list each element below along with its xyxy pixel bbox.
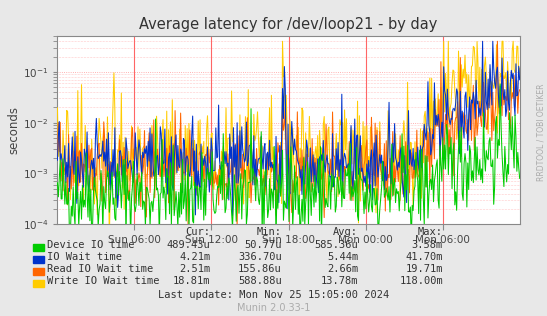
Text: RRDTOOL / TOBI OETIKER: RRDTOOL / TOBI OETIKER: [537, 84, 546, 181]
Text: 18.81m: 18.81m: [173, 276, 211, 286]
Text: Last update: Mon Nov 25 15:05:00 2024: Last update: Mon Nov 25 15:05:00 2024: [158, 290, 389, 300]
Text: Write IO Wait time: Write IO Wait time: [47, 276, 160, 286]
Text: 41.70m: 41.70m: [405, 252, 443, 262]
Text: 4.21m: 4.21m: [179, 252, 211, 262]
Text: 2.51m: 2.51m: [179, 264, 211, 274]
Y-axis label: seconds: seconds: [7, 106, 20, 154]
Text: Cur:: Cur:: [185, 228, 211, 237]
Text: 588.88u: 588.88u: [238, 276, 282, 286]
Text: 336.70u: 336.70u: [238, 252, 282, 262]
Text: 155.86u: 155.86u: [238, 264, 282, 274]
Text: 2.66m: 2.66m: [327, 264, 358, 274]
Text: 13.78m: 13.78m: [321, 276, 358, 286]
Text: IO Wait time: IO Wait time: [47, 252, 122, 262]
Text: 585.36u: 585.36u: [315, 240, 358, 250]
Text: 19.71m: 19.71m: [405, 264, 443, 274]
Text: Munin 2.0.33-1: Munin 2.0.33-1: [237, 303, 310, 313]
Text: 5.44m: 5.44m: [327, 252, 358, 262]
Text: 118.00m: 118.00m: [399, 276, 443, 286]
Text: Max:: Max:: [418, 228, 443, 237]
Text: Device IO time: Device IO time: [47, 240, 135, 250]
Text: 489.43u: 489.43u: [167, 240, 211, 250]
Text: 3.58m: 3.58m: [412, 240, 443, 250]
Text: Min:: Min:: [257, 228, 282, 237]
Title: Average latency for /dev/loop21 - by day: Average latency for /dev/loop21 - by day: [139, 17, 438, 33]
Text: 50.77u: 50.77u: [244, 240, 282, 250]
Text: Avg:: Avg:: [333, 228, 358, 237]
Text: Read IO Wait time: Read IO Wait time: [47, 264, 153, 274]
